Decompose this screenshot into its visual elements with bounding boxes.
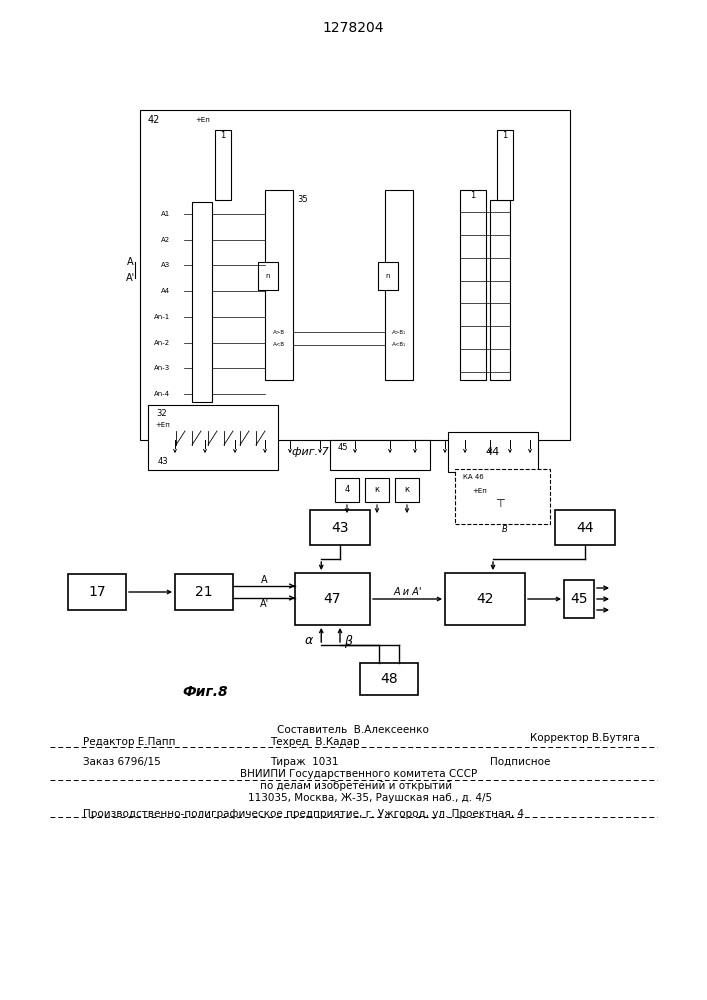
Text: Корректор В.Бутяга: Корректор В.Бутяга [530, 733, 640, 743]
Text: Тираж  1031: Тираж 1031 [270, 757, 339, 767]
Text: β: β [344, 635, 352, 648]
Text: A3: A3 [160, 262, 170, 268]
Text: 43: 43 [332, 520, 349, 534]
Text: 1: 1 [221, 131, 226, 140]
Text: A': A' [259, 599, 269, 609]
Text: 42: 42 [477, 592, 493, 606]
Text: B: B [502, 526, 508, 534]
Text: к: к [375, 486, 380, 494]
Text: 42: 42 [148, 115, 160, 125]
Text: A<B: A<B [273, 342, 285, 348]
Text: 45: 45 [338, 444, 349, 452]
Text: A<B₁: A<B₁ [392, 342, 406, 348]
Bar [330, 440, 430, 470]
Text: Производственно-полиграфическое предприятие, г. Ужгород, ул. Проектная, 4: Производственно-полиграфическое предприя… [83, 809, 524, 819]
Bar [564, 580, 594, 618]
Text: 32: 32 [156, 408, 167, 418]
Text: 45: 45 [571, 592, 588, 606]
Text: 21: 21 [195, 585, 213, 599]
Bar [215, 130, 231, 200]
Text: An-3: An-3 [153, 365, 170, 371]
Text: 113035, Москва, Ж-35, Раушская наб., д. 4/5: 113035, Москва, Ж-35, Раушская наб., д. … [248, 793, 492, 803]
Text: фиг. 7: фиг. 7 [291, 447, 328, 457]
Bar [395, 478, 419, 502]
Bar [310, 510, 370, 545]
Bar [365, 478, 389, 502]
Text: Составитель  В.Алексеенко: Составитель В.Алексеенко [277, 725, 429, 735]
Text: 17: 17 [88, 585, 106, 599]
Text: A1: A1 [160, 211, 170, 217]
Bar [295, 573, 370, 625]
Bar [360, 663, 418, 695]
Text: 44: 44 [576, 520, 594, 534]
Text: 47: 47 [324, 592, 341, 606]
Text: 1: 1 [503, 131, 508, 140]
Bar [497, 130, 513, 200]
Text: +Eп: +Eп [472, 488, 487, 494]
Text: 4: 4 [344, 486, 350, 494]
Text: A>B₁: A>B₁ [392, 330, 406, 334]
Text: 43: 43 [158, 458, 169, 466]
Bar [148, 405, 278, 470]
Text: A': A' [125, 273, 134, 283]
Bar [140, 110, 570, 440]
Bar [385, 190, 413, 380]
Text: Редактор Е.Папп: Редактор Е.Папп [83, 737, 175, 747]
Text: 48: 48 [380, 672, 398, 686]
Text: A: A [261, 575, 267, 585]
Text: An-1: An-1 [153, 314, 170, 320]
Bar [445, 573, 525, 625]
Text: 1278204: 1278204 [322, 21, 384, 35]
Text: A: A [127, 257, 134, 267]
Bar [265, 190, 293, 380]
Text: α: α [305, 635, 313, 648]
Text: А и А': А и А' [393, 587, 422, 597]
Bar [378, 262, 398, 290]
Bar [490, 200, 510, 380]
Text: Фиг.8: Фиг.8 [182, 685, 228, 699]
Text: Подписное: Подписное [490, 757, 550, 767]
Bar [448, 432, 538, 472]
Bar [455, 469, 550, 524]
Text: A4: A4 [161, 288, 170, 294]
Text: n: n [266, 273, 270, 279]
Text: 44: 44 [486, 447, 500, 457]
Text: ⊤: ⊤ [495, 499, 505, 509]
Bar [175, 574, 233, 610]
Text: по делам изобретений и открытий: по делам изобретений и открытий [260, 781, 452, 791]
Bar [460, 190, 486, 380]
Text: +Eп: +Eп [195, 117, 210, 123]
Text: An-2: An-2 [154, 340, 170, 346]
Bar [258, 262, 278, 290]
Text: A>B: A>B [273, 330, 285, 334]
Text: Заказ 6796/15: Заказ 6796/15 [83, 757, 160, 767]
Text: 1: 1 [470, 192, 476, 200]
Text: +Eп: +Eп [156, 422, 170, 428]
Bar [555, 510, 615, 545]
Bar [335, 478, 359, 502]
Bar [192, 202, 212, 402]
Text: к: к [404, 486, 409, 494]
Bar [68, 574, 126, 610]
Text: n: n [386, 273, 390, 279]
Text: ВНИИПИ Государственного комитета СССР: ВНИИПИ Государственного комитета СССР [240, 769, 477, 779]
Text: КА 46: КА 46 [463, 474, 484, 480]
Text: A2: A2 [161, 237, 170, 243]
Text: Техред  В.Кадар: Техред В.Кадар [270, 737, 360, 747]
Text: An-4: An-4 [154, 391, 170, 397]
Text: 35: 35 [297, 196, 308, 205]
